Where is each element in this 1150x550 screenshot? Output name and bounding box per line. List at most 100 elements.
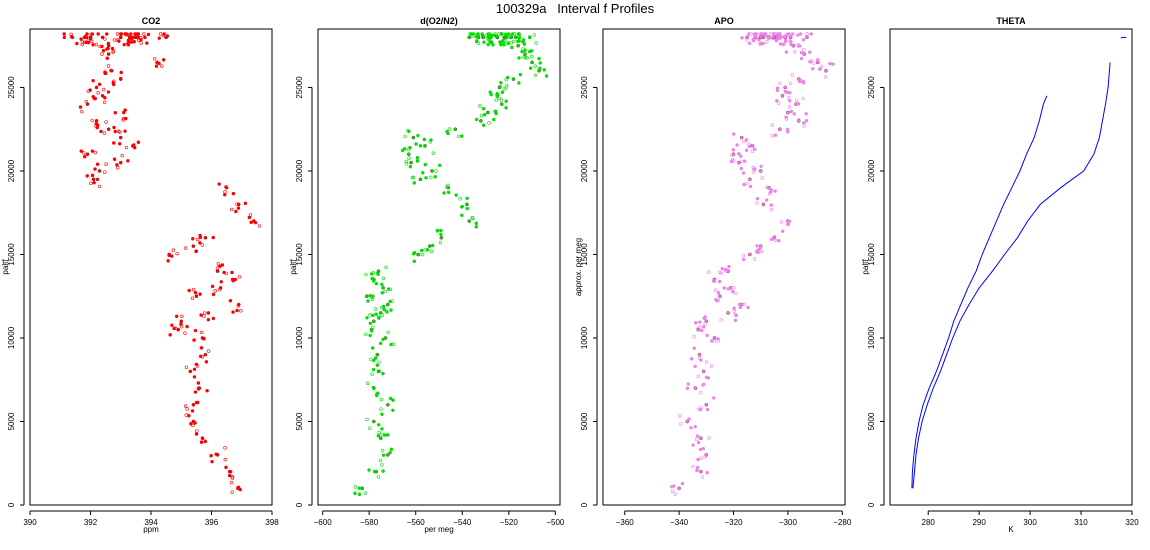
data-point (755, 244, 759, 248)
x-axis-label: K (1008, 525, 1014, 534)
x-tick-label: −320 (725, 518, 744, 527)
data-point (214, 452, 218, 456)
data-point (230, 270, 234, 275)
y-tick-label: 20000 (7, 159, 16, 182)
data-point (136, 32, 141, 36)
data-point (376, 423, 381, 427)
data-point (775, 88, 780, 93)
data-point (712, 336, 717, 340)
data-point (200, 243, 205, 247)
y-tick-label: 25000 (580, 76, 589, 99)
data-point (190, 296, 195, 301)
data-point (191, 244, 196, 248)
data-point (185, 407, 189, 411)
data-point (85, 152, 90, 157)
data-point (504, 106, 508, 110)
data-point (223, 457, 227, 462)
data-point (122, 42, 126, 47)
data-point (471, 32, 475, 36)
data-point (118, 35, 123, 40)
data-point (474, 117, 479, 122)
data-point (783, 89, 787, 94)
data-point (677, 486, 681, 491)
data-point (783, 85, 787, 90)
data-point (447, 127, 452, 131)
y-axis-label: paltf (289, 259, 298, 275)
data-point (507, 32, 511, 36)
data-point (380, 448, 385, 453)
data-point (368, 313, 372, 317)
data-point (406, 152, 411, 157)
data-point (218, 264, 222, 268)
data-point (154, 64, 159, 68)
data-point (172, 326, 176, 331)
y-tick-label: 15000 (295, 243, 304, 266)
data-point (198, 233, 202, 238)
data-point (716, 291, 721, 295)
data-point (808, 50, 812, 54)
data-point (375, 352, 380, 357)
data-point (217, 288, 222, 292)
data-point (693, 364, 697, 369)
data-point (195, 364, 200, 368)
data-point (784, 50, 789, 54)
data-point (504, 32, 508, 36)
data-point (419, 248, 424, 253)
data-point (812, 61, 816, 65)
data-point (235, 202, 239, 206)
data-point (370, 297, 375, 302)
data-point (793, 50, 797, 54)
y-tick-label: 0 (295, 502, 304, 507)
data-point (206, 349, 211, 353)
data-point (544, 74, 549, 78)
data-point (516, 43, 520, 48)
data-point (805, 32, 809, 36)
data-point (707, 270, 711, 274)
data-point (375, 393, 379, 398)
data-point (704, 402, 709, 407)
data-point (377, 316, 381, 321)
data-point (371, 346, 375, 350)
data-point (739, 135, 744, 140)
data-point (371, 313, 375, 317)
data-point (106, 52, 111, 56)
data-point (102, 131, 107, 135)
data-point (492, 117, 496, 122)
data-point (365, 316, 369, 320)
data-point (513, 35, 518, 39)
data-point (95, 162, 100, 166)
data-point (389, 342, 393, 347)
data-point (784, 117, 789, 121)
data-point (158, 32, 163, 36)
y-tick-label: 0 (7, 502, 16, 507)
data-point (180, 314, 184, 319)
data-point (460, 134, 464, 138)
data-point (371, 325, 375, 330)
data-point (194, 400, 199, 405)
data-point (210, 284, 215, 289)
data-point (196, 381, 201, 385)
y-tick-label: 5000 (7, 412, 16, 430)
data-point (537, 56, 541, 61)
data-point (670, 484, 674, 489)
data-point (498, 85, 502, 89)
data-point (95, 177, 100, 182)
data-point (402, 147, 407, 151)
data-point (85, 174, 89, 178)
data-point (368, 333, 372, 338)
data-point (693, 424, 697, 429)
data-point (409, 160, 413, 165)
data-point (703, 315, 707, 319)
data-point (132, 40, 136, 44)
data-point (202, 336, 206, 341)
data-point (760, 249, 764, 254)
data-point (92, 180, 96, 185)
data-point (136, 140, 141, 144)
data-point (249, 220, 253, 225)
data-point (748, 184, 753, 189)
x-tick-label: −300 (779, 518, 798, 527)
data-point (243, 201, 248, 206)
data-point (765, 185, 769, 189)
data-point (234, 209, 238, 214)
y-tick-label: 10000 (295, 326, 304, 349)
